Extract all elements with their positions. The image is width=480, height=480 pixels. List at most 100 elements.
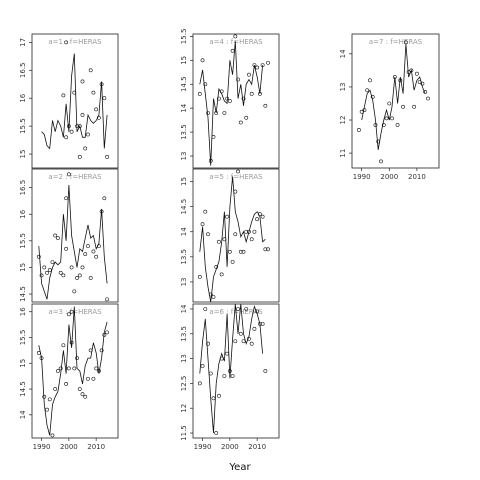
data-point — [200, 364, 205, 368]
data-point — [227, 99, 232, 103]
y-tick-label: 15.5 — [19, 118, 27, 134]
panel-plot-area — [197, 34, 270, 166]
panel-7: a=7 : f=HERAS 11 12 13 14 1990 2000 2010 — [339, 33, 440, 181]
y-tick-label: 12 — [339, 116, 347, 125]
y-tick-label: 11 — [339, 149, 347, 158]
data-point — [233, 339, 238, 344]
data-point — [255, 217, 260, 222]
y-tick-label: 12.5 — [180, 376, 188, 392]
data-point — [266, 60, 270, 65]
data-point — [83, 252, 88, 257]
data-point — [94, 107, 99, 112]
data-point — [203, 209, 208, 214]
data-point — [99, 209, 104, 214]
data-point — [222, 111, 227, 115]
data-point — [66, 366, 71, 371]
data-point — [230, 374, 235, 378]
data-point — [88, 68, 93, 73]
y-tick-label: 13 — [180, 152, 188, 161]
data-point — [64, 40, 69, 45]
y-tick-label: 12 — [180, 404, 188, 413]
data-point — [384, 116, 389, 121]
data-point — [263, 369, 268, 373]
data-point — [208, 158, 213, 163]
data-point — [99, 82, 104, 87]
data-point — [244, 307, 249, 311]
data-point — [236, 307, 240, 311]
data-point — [357, 128, 361, 132]
y-tick-label: 13.5 — [180, 326, 188, 342]
data-point — [200, 222, 205, 227]
y-tick-label: 13.5 — [180, 249, 188, 265]
data-point — [58, 366, 63, 371]
data-point — [420, 81, 425, 86]
data-point — [373, 123, 378, 127]
data-point — [381, 123, 386, 127]
data-point — [387, 101, 392, 106]
data-point — [403, 40, 408, 45]
y-tick-label: 15.5 — [19, 233, 27, 249]
y-tick-label: 13.5 — [180, 124, 188, 140]
data-point — [75, 356, 79, 361]
data-point — [94, 254, 99, 259]
data-point — [208, 371, 213, 376]
panel-frame — [351, 33, 440, 169]
data-point — [236, 169, 240, 174]
data-point — [72, 366, 77, 371]
x-axis-label: Year — [228, 462, 251, 473]
data-point — [96, 115, 101, 120]
data-point — [249, 91, 254, 96]
data-point — [86, 244, 90, 249]
data-point — [398, 78, 403, 83]
y-tick-label: 15 — [180, 56, 188, 65]
data-point — [252, 326, 257, 331]
data-point — [61, 273, 66, 278]
data-point — [247, 229, 251, 234]
y-tick-label: 14 — [339, 49, 347, 58]
data-point — [197, 275, 202, 279]
data-point — [238, 249, 243, 254]
data-point — [197, 91, 202, 96]
fitted-line — [38, 306, 108, 436]
data-point — [252, 63, 257, 68]
data-point — [47, 268, 52, 272]
data-point — [376, 139, 381, 144]
data-point — [45, 270, 49, 275]
data-point — [379, 159, 383, 164]
data-point — [252, 229, 257, 234]
y-tick-label: 16 — [19, 307, 27, 316]
data-point — [401, 104, 405, 109]
data-point — [88, 276, 93, 280]
data-point — [42, 265, 47, 270]
data-point — [69, 265, 74, 270]
y-tick-label: 15 — [19, 359, 27, 368]
data-point — [91, 249, 96, 254]
data-point — [426, 96, 430, 101]
y-tick-label: 17 — [19, 38, 27, 47]
panel-strip-label: a=1 : f=HERAS — [48, 38, 102, 46]
data-point — [217, 96, 221, 101]
y-tick-label: 13 — [339, 82, 347, 91]
data-point — [247, 336, 251, 341]
data-point — [255, 65, 260, 70]
data-point — [227, 369, 232, 373]
x-tick-label: 2010 — [248, 443, 266, 451]
data-point — [266, 247, 270, 252]
data-point — [39, 356, 44, 361]
panel-plot-area — [41, 40, 109, 159]
panel-plot-area — [357, 40, 430, 164]
data-point — [105, 297, 109, 302]
data-point — [233, 34, 238, 39]
panel-frame — [31, 168, 119, 303]
data-point — [200, 58, 205, 63]
data-point — [83, 394, 88, 399]
y-tick-label: 15.5 — [180, 29, 188, 45]
data-point — [409, 68, 414, 73]
data-point — [72, 90, 77, 95]
data-point — [75, 124, 79, 129]
data-point — [236, 77, 240, 82]
data-point — [99, 348, 104, 353]
data-point — [91, 90, 96, 95]
data-point — [230, 48, 235, 53]
